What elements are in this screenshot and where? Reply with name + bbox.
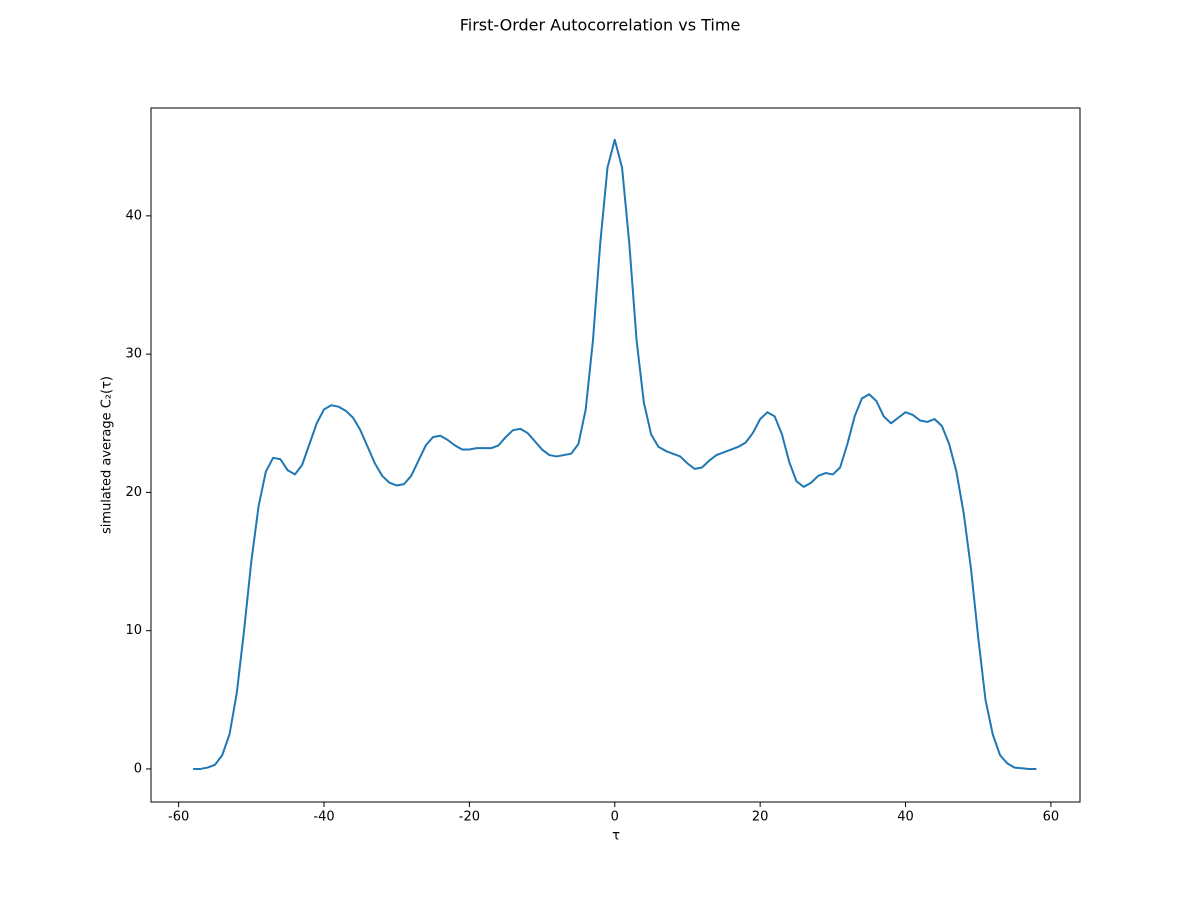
x-tick-label: -60 (168, 810, 189, 825)
x-tick-label: 60 (1043, 810, 1060, 825)
x-tick-label: 0 (611, 810, 619, 825)
x-axis-label: τ (612, 829, 620, 844)
y-tick-label: 20 (125, 485, 142, 500)
chart-title: First-Order Autocorrelation vs Time (460, 16, 741, 35)
data-line (193, 138, 1037, 770)
x-tick-label: -20 (459, 810, 480, 825)
y-axis-label: simulated average C₂(τ) (100, 376, 115, 534)
x-tick-label: -40 (313, 810, 334, 825)
x-tick-label: 20 (752, 810, 769, 825)
y-tick-label: 30 (125, 347, 142, 362)
y-tick-label: 40 (125, 208, 142, 223)
plot-frame (150, 107, 1081, 803)
y-tick-label: 10 (125, 623, 142, 638)
x-tick-label: 40 (897, 810, 914, 825)
y-tick-label: 0 (134, 761, 142, 776)
